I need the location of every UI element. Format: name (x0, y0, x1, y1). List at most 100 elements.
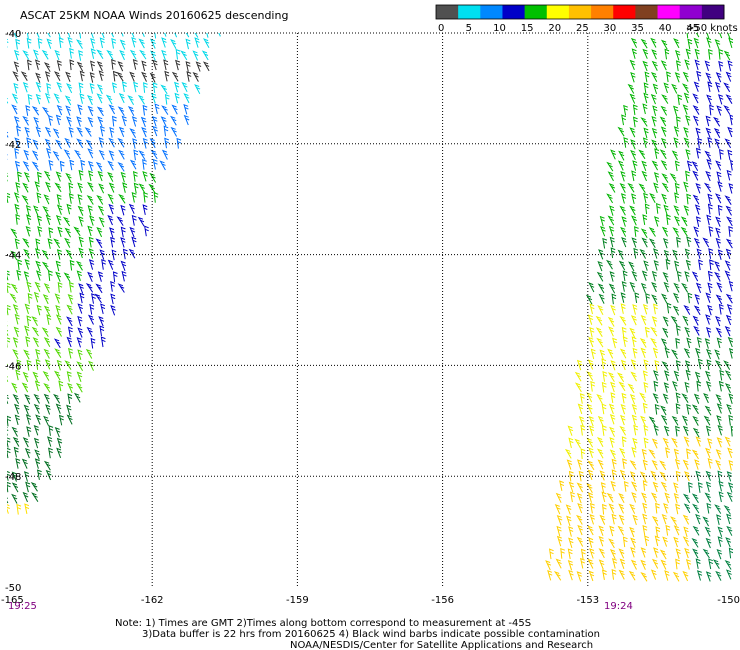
wind-barb (684, 547, 690, 559)
wind-barb (694, 48, 700, 60)
wind-barb (630, 371, 637, 382)
wind-barb (48, 270, 53, 281)
wind-barb (109, 227, 115, 238)
wind-barb (659, 549, 667, 560)
wind-barb (655, 502, 660, 514)
wind-barb (76, 61, 84, 72)
wind-barb (705, 447, 711, 458)
wind-barb (685, 48, 691, 60)
wind-barb (680, 216, 688, 227)
wind-barb (707, 193, 713, 205)
wind-barb (695, 147, 701, 159)
wind-barb (644, 535, 650, 547)
wind-barb (16, 503, 22, 515)
wind-barb (77, 315, 83, 327)
wind-barb (599, 349, 605, 360)
wind-barb (48, 115, 53, 126)
wind-barb (75, 39, 83, 49)
wind-barb (59, 160, 65, 172)
wind-barb (725, 248, 732, 260)
wind-barb (12, 337, 19, 348)
wind-barb (119, 49, 126, 61)
wind-barb (131, 214, 137, 226)
wind-barb (121, 270, 127, 282)
y-tick-label: -42 (5, 140, 21, 151)
wind-barb (107, 160, 114, 171)
wind-barb (705, 481, 712, 493)
wind-barb (607, 215, 615, 226)
wind-barb (567, 548, 573, 560)
speed-legend: 0 5 10 15 20 25 30 35 40 45>50 knots (435, 4, 738, 34)
wind-barb (99, 125, 105, 137)
wind-barb (651, 438, 658, 449)
wind-barb (676, 236, 681, 248)
wind-barb (577, 403, 584, 415)
wind-barb (695, 127, 701, 139)
wind-barb (634, 226, 639, 237)
wind-barb (53, 238, 61, 249)
wind-barb (95, 238, 103, 249)
wind-barb (139, 49, 147, 60)
wind-barb (22, 437, 29, 448)
wind-barb (580, 548, 586, 560)
wind-barb (133, 182, 139, 194)
wind-barb (144, 225, 149, 237)
wind-barb (46, 147, 52, 159)
wind-barb (608, 538, 615, 549)
wind-barb (620, 359, 627, 371)
wind-barb (642, 370, 648, 382)
wind-barb (609, 205, 615, 216)
wind-barb (714, 349, 721, 360)
wind-barb (56, 437, 63, 449)
wind-barb (52, 150, 60, 161)
wind-barb (64, 227, 72, 238)
wind-barb (88, 170, 94, 182)
legend-label: 20 (548, 23, 561, 34)
legend-label: 45 (686, 23, 699, 34)
wind-barb (23, 471, 30, 482)
wind-barb (46, 83, 52, 94)
wind-barb (715, 394, 722, 405)
wind-barb (716, 437, 723, 448)
wind-barb (56, 359, 63, 371)
wind-barb (662, 271, 669, 283)
wind-barb (16, 125, 21, 137)
legend-swatch (458, 5, 481, 19)
wind-barb (706, 348, 712, 360)
wind-barb (682, 459, 689, 470)
wind-barb (642, 137, 648, 149)
wind-barb (566, 459, 573, 470)
wind-barb (705, 470, 712, 481)
wind-barb (693, 226, 699, 237)
wind-barb (568, 569, 574, 581)
wind-barb (642, 402, 648, 414)
wind-barb (633, 247, 639, 259)
wind-barb (34, 458, 41, 469)
wind-barb (95, 161, 103, 172)
wind-barb (138, 150, 146, 160)
wind-barb (672, 380, 678, 392)
wind-barb (631, 404, 638, 415)
wind-barb (218, 33, 221, 37)
wind-barb (630, 547, 636, 558)
wind-barb (675, 337, 681, 349)
wind-barb (577, 502, 583, 514)
wind-barb (631, 193, 637, 205)
wind-barb (725, 71, 732, 82)
wind-barb (152, 158, 158, 170)
wind-barb (642, 214, 648, 225)
wind-barb (67, 382, 73, 394)
wind-barb (643, 127, 649, 139)
wind-barb (7, 471, 11, 481)
wind-barb (55, 214, 62, 226)
wind-barb (89, 303, 95, 315)
wind-barb (696, 248, 702, 260)
wind-barb (31, 316, 38, 327)
wind-barb (618, 381, 626, 392)
wind-barb (161, 149, 168, 160)
wind-barb (48, 159, 54, 171)
wind-barb (674, 458, 681, 470)
wind-barb (620, 303, 626, 314)
wind-barb (660, 105, 668, 116)
wind-barb (7, 426, 9, 436)
